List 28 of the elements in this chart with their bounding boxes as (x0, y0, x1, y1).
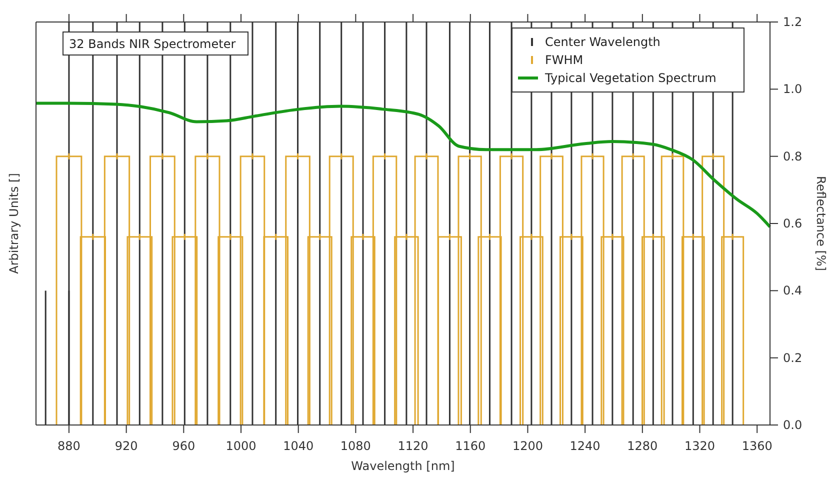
y2-tick-label: 0.2 (783, 350, 802, 365)
x-tick-label: 1280 (627, 439, 658, 453)
x-tick-label: 1200 (512, 439, 543, 453)
x-tick-label: 1120 (398, 439, 428, 453)
x-tick-label: 1040 (283, 439, 314, 453)
x-tick-label: 1240 (570, 439, 600, 453)
legend-label: Center Wavelength (545, 35, 660, 49)
y2-tick-label: 1.0 (783, 82, 802, 96)
line-series (34, 102, 772, 228)
y2-axis-title: Reflectance [%] (814, 176, 828, 271)
x-tick-label: 1080 (340, 439, 371, 453)
y2-tick-label: 0.4 (783, 284, 802, 298)
y2-tick-label: 0.0 (783, 418, 802, 432)
x-axis-title: Wavelength [nm] (351, 459, 455, 473)
y2-tick-label: 0.6 (783, 216, 802, 230)
x-tick-label: 880 (58, 439, 80, 453)
legend-label: Typical Vegetation Spectrum (544, 71, 716, 85)
x-tick-label: 1160 (455, 439, 486, 453)
x-tick-label: 960 (172, 439, 196, 453)
x-tick-label: 920 (114, 439, 138, 453)
legend-label: FWHM (545, 53, 584, 67)
x-tick-label: 1000 (226, 439, 256, 453)
y-axis-title: Arbitrary Units [] (7, 173, 21, 274)
x-tick-label: 1360 (742, 439, 772, 453)
y2-tick-label: 0.8 (783, 149, 802, 164)
x-tick-label: 1320 (684, 439, 716, 453)
annotation: 32 Bands NIR Spectrometer (69, 37, 236, 51)
y2-tick-label: 1.2 (783, 15, 802, 29)
